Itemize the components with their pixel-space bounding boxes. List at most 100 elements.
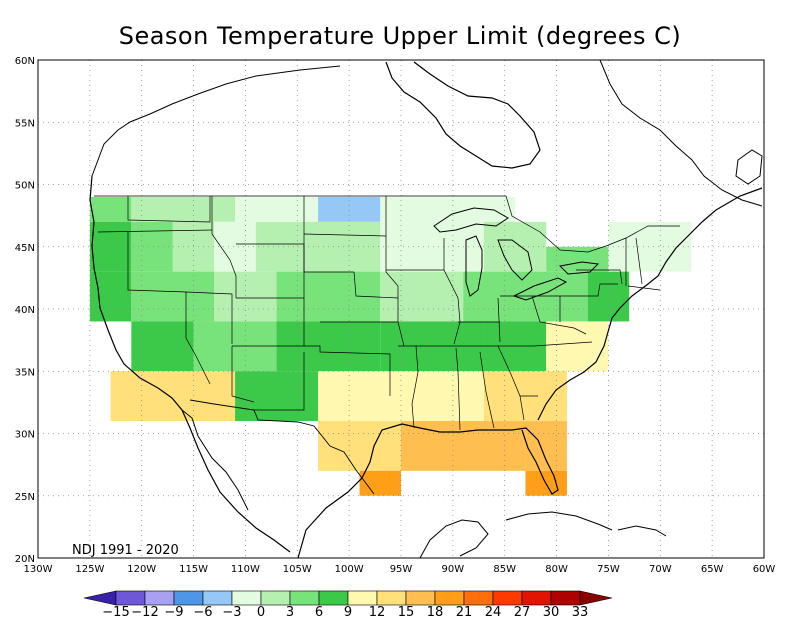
temperature-cell	[587, 271, 630, 322]
colorbar-swatch	[202, 590, 233, 606]
temperature-cell	[318, 221, 381, 272]
temperature-cell	[235, 371, 319, 422]
temperature-cell	[401, 371, 484, 422]
lake-erie	[512, 277, 568, 301]
colorbar-swatch	[550, 590, 581, 606]
temperature-cell	[255, 221, 319, 272]
colorbar-swatch	[289, 590, 320, 606]
coastline-hispaniola	[617, 525, 667, 537]
longitude-tick-label: 115W	[179, 564, 208, 575]
colorbar-label: 6	[315, 605, 323, 618]
coastline-labrador	[599, 59, 763, 207]
latitude-labels: 20N 25N 30N 35N 40N 45N 50N 55N 60N	[15, 56, 35, 565]
temperature-cell	[172, 371, 236, 422]
lake-superior	[433, 207, 509, 233]
colorbar-swatch	[405, 590, 436, 606]
longitude-tick-label: 75W	[597, 564, 620, 575]
longitude-tick-label: 95W	[390, 564, 413, 575]
longitude-tick-label: 65W	[701, 564, 724, 575]
graticule	[38, 60, 764, 558]
colorbar-label: −3	[222, 605, 241, 618]
longitude-tick-label: 60W	[753, 564, 776, 575]
state-boundaries	[94, 195, 680, 431]
latitude-tick-label: 35N	[15, 367, 35, 378]
colorbar-swatch	[521, 590, 552, 606]
map-frame	[37, 59, 765, 559]
temperature-cell	[380, 221, 484, 272]
longitude-tick-label: 105W	[283, 564, 312, 575]
longitude-tick-label: 100W	[335, 564, 364, 575]
colorbar-swatch	[318, 590, 349, 606]
temperature-cell	[318, 421, 401, 471]
longitude-labels: 130W 125W 120W 115W 110W 105W 100W 95W 90W 85W 80W…	[24, 564, 776, 575]
lake-michigan	[465, 235, 483, 297]
colorbar-label: 15	[398, 605, 415, 618]
coastline-yucatan	[419, 519, 489, 559]
colorbar-label: −6	[193, 605, 212, 618]
border-mexico	[189, 399, 375, 495]
temperature-cell	[318, 371, 401, 422]
coastline-baja	[181, 409, 249, 511]
colorbar-swatch	[144, 590, 175, 606]
latitude-tick-label: 30N	[15, 430, 35, 441]
temperature-cell	[131, 321, 194, 372]
temperature-cell	[89, 196, 132, 222]
latitude-tick-label: 20N	[15, 554, 35, 565]
colorbar-swatch	[376, 590, 407, 606]
colorbar-label: 30	[543, 605, 560, 618]
temperature-cell	[546, 321, 609, 372]
colorbar	[83, 590, 613, 606]
colorbar-swatch	[492, 590, 523, 606]
colorbar-swatch	[115, 590, 146, 606]
coastline-cuba	[505, 511, 613, 531]
latitude-tick-label: 25N	[15, 492, 35, 503]
longitude-tick-label: 130W	[24, 564, 53, 575]
colorbar-swatch	[347, 590, 378, 606]
colorbar-arrow-high	[579, 590, 613, 606]
colorbar-label: 21	[456, 605, 473, 618]
colorbar-arrow-low	[83, 590, 117, 606]
colorbar-label: −15	[102, 605, 129, 618]
temperature-cell	[214, 271, 277, 322]
temperature-cell	[380, 271, 464, 322]
longitude-tick-label: 125W	[75, 564, 104, 575]
colorbar-label: 33	[572, 605, 589, 618]
latitude-tick-label: 60N	[15, 56, 35, 67]
longitude-tick-label: 70W	[649, 564, 672, 575]
season-label: NDJ 1991 - 2020	[72, 543, 179, 558]
lake-huron	[497, 239, 533, 281]
temperature-cell	[131, 221, 173, 272]
longitude-tick-label: 90W	[442, 564, 465, 575]
latitude-tick-label: 55N	[15, 118, 35, 129]
lake-ontario	[558, 261, 600, 275]
colorbar-label: −9	[164, 605, 183, 618]
temperature-cell	[318, 196, 381, 222]
latitude-tick-label: 50N	[15, 181, 35, 192]
temperature-cell	[649, 221, 692, 272]
colorbar-label: 27	[514, 605, 531, 618]
colorbar-swatch	[463, 590, 494, 606]
colorbar-label: 9	[344, 605, 352, 618]
longitude-tick-label: 85W	[493, 564, 516, 575]
colorbar-swatch	[231, 590, 262, 606]
colorbar-labels: −15 −12 −9 −6 −3 0 3 6 9 12 15 18 21 24 27 30 33	[102, 605, 588, 618]
coastline-newfoundland	[735, 149, 763, 185]
temperature-cell	[546, 246, 609, 272]
coastline-east	[537, 187, 763, 421]
colorbar-label: 18	[427, 605, 444, 618]
coastline-west	[89, 175, 291, 553]
temperature-cell	[131, 196, 236, 222]
longitude-tick-label: 110W	[231, 564, 260, 575]
map-title: Season Temperature Upper Limit (degrees …	[118, 22, 682, 50]
colorbar-label: 0	[257, 605, 265, 618]
colorbar-swatch	[260, 590, 291, 606]
latitude-tick-label: 45N	[15, 243, 35, 254]
temperature-cell	[89, 221, 132, 272]
longitude-tick-label: 120W	[127, 564, 156, 575]
colorbar-label: −12	[131, 605, 158, 618]
temperature-cell	[525, 421, 567, 471]
temperature-cell	[483, 221, 547, 272]
colorbar-swatch	[434, 590, 465, 606]
longitude-tick-label: 80W	[545, 564, 568, 575]
colorbar-label: 12	[369, 605, 386, 618]
